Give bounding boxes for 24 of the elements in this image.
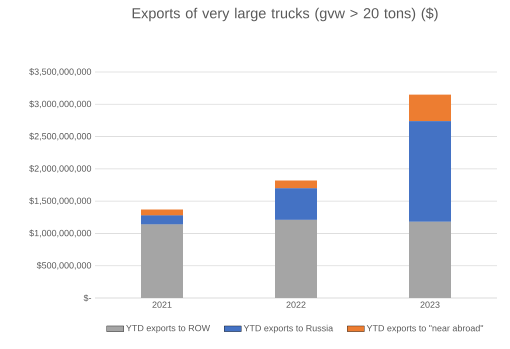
bar (141, 215, 183, 224)
y-tick-label: $2,500,000,000 (29, 132, 92, 140)
bar (409, 222, 452, 298)
bar (141, 210, 183, 216)
y-tick-label: $500,000,000 (36, 262, 92, 270)
y-tick-label: $3,000,000,000 (29, 100, 92, 108)
x-tick-label: 2022 (286, 302, 306, 308)
bar (275, 188, 317, 220)
bar (275, 180, 317, 188)
y-tick-label: $1,500,000,000 (29, 197, 92, 206)
legend-label: YTD exports to Russia (244, 324, 334, 334)
bar (409, 121, 452, 222)
x-tick-label: 2021 (152, 302, 172, 308)
y-tick-label: $2,000,000,000 (29, 164, 92, 173)
legend-label: YTD exports to ROW (126, 324, 210, 334)
bar (141, 224, 183, 298)
legend-label: YTD exports to "near abroad" (366, 324, 484, 334)
y-tick-label: $1,000,000,000 (29, 230, 92, 238)
bar (275, 220, 317, 298)
chart-title: Exports of very large trucks (gvw > 20 tons) ($) (132, 8, 438, 22)
bar (409, 94, 452, 122)
y-tick-label: $- (84, 294, 92, 302)
y-tick-label: $3,500,000,000 (29, 68, 92, 76)
x-tick-label: 2023 (420, 302, 440, 308)
